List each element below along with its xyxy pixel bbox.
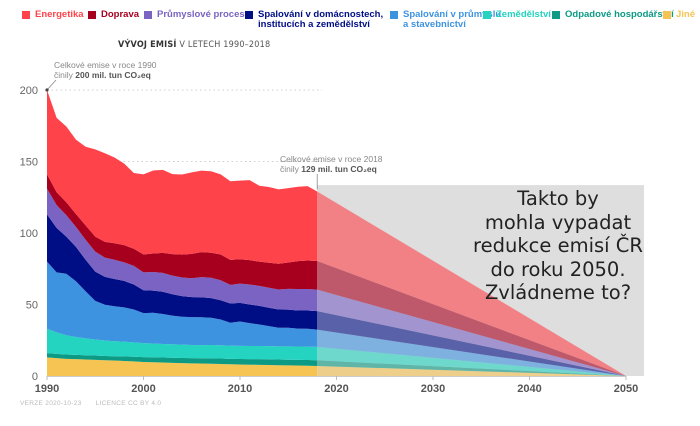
legend-swatch — [88, 11, 96, 19]
area-zemědělství — [47, 328, 318, 361]
legend-swatch — [483, 11, 491, 19]
x-tick-label-2040: 2040 — [517, 383, 541, 395]
x-tick-label-2050: 2050 — [614, 383, 638, 395]
area-průmyslové-procesy — [47, 188, 318, 312]
legend-item-zemedelstvi: Zemědělství — [483, 10, 551, 20]
legend-label: Doprava — [101, 9, 140, 20]
legend-item-energetika: Energetika — [22, 10, 84, 20]
legend-item-doprava: Doprava — [88, 10, 139, 20]
legend-label: Energetika — [35, 9, 84, 20]
version-label: VERZE 2020-10-23 — [20, 400, 82, 407]
legend-item-spalovani-prumysl: Spalování v průmyslu a stavebnictví — [390, 10, 501, 30]
annotation-lines — [45, 79, 322, 190]
projection-text-line: mohla vypadat — [484, 210, 632, 234]
area-odpadové-hospodářství — [47, 353, 318, 366]
y-tick-label-0: 0 — [32, 371, 38, 383]
area-energetika — [47, 90, 318, 264]
legend-item-prumyslove-procesy: Průmyslové procesy — [144, 10, 250, 20]
legend-swatch — [22, 11, 30, 19]
annotation-2018: Celkové emise v roce 2018 činily 129 mil… — [280, 154, 383, 174]
legend-label-line2: institucích a zemědělství — [258, 19, 370, 30]
footer: VERZE 2020-10-23 LICENCE CC BY 4.0 — [20, 400, 173, 407]
legend-label: Průmyslové procesy — [157, 9, 250, 20]
y-tick-label-100: 100 — [20, 228, 38, 240]
legend-swatch — [663, 11, 671, 19]
y-tick-label-150: 150 — [20, 157, 38, 169]
stacked-areas — [47, 90, 318, 376]
legend-item-odpadove-hospodarstvi: Odpadové hospodářství — [552, 10, 674, 20]
projection-area-energetika — [317, 191, 626, 376]
legend-item-jine: Jiné — [663, 10, 695, 20]
y-tick-label-50: 50 — [26, 300, 38, 312]
area-spalování-v-průmyslu-a-stavebnictví — [47, 261, 318, 347]
x-tick-label-1990: 1990 — [35, 383, 59, 395]
x-tick-label-2000: 2000 — [131, 383, 155, 395]
projection-text-line: Zvládneme to? — [484, 281, 632, 304]
legend-label-line1: Spalování v domácnostech, — [258, 9, 384, 20]
chart-title-main: VÝVOJ EMISÍ — [118, 40, 177, 50]
annotation-1990-line1: Celkové emise v roce 1990 — [54, 60, 157, 70]
legend-label: Odpadové hospodářství — [565, 9, 674, 20]
projection-text-line: do roku 2050. — [490, 257, 626, 281]
annotation-1990: Celkové emise v roce 1990 činily 200 mil… — [54, 60, 157, 80]
annotation-2018-prefix: činily — [280, 164, 299, 174]
legend-label: Zemědělství — [496, 9, 551, 20]
legend-label: Jiné — [676, 9, 696, 20]
area-doprava — [47, 174, 318, 290]
annotation-1990-leader — [46, 79, 57, 91]
x-tick-label-2020: 2020 — [324, 383, 348, 395]
annotation-1990-prefix: činily — [54, 70, 73, 80]
legend-swatch — [390, 11, 398, 19]
projection-area-odpadové-hospodářství — [317, 360, 626, 376]
axes: 1990 2000 2010 2020 2030 2040 2050 0 50 100 150 200 — [20, 85, 639, 395]
area-spalování-v-domácnostech-institucích-a-zemědělství — [47, 214, 318, 330]
x-tick-label-2030: 2030 — [421, 383, 445, 395]
area-jiné — [47, 357, 318, 376]
legend-label-line2: a stavebnictví — [403, 19, 466, 30]
annotation-1990-dot — [45, 88, 49, 92]
annotation-1990-value: 200 mil. tun CO₂eq — [75, 70, 151, 80]
legend-swatch — [552, 11, 560, 19]
legend-swatch — [144, 11, 152, 19]
chart-title: VÝVOJ EMISÍ V LETECH 1990–2018 — [118, 40, 270, 50]
projection-areas — [317, 191, 626, 376]
legend-item-spalovani-domacnosti: Spalování v domácnostech, institucích a z… — [245, 10, 383, 30]
license-label: LICENCE CC BY 4.0 — [95, 400, 162, 407]
projection-text-line: Takto by — [517, 187, 599, 210]
chart-legend: Energetika Doprava Průmyslové procesy Sp… — [22, 10, 700, 40]
annotation-2018-line1: Celkové emise v roce 2018 — [280, 154, 383, 164]
chart-subtitle: V LETECH 1990–2018 — [179, 40, 271, 50]
annotation-2018-value: 129 mil. tun CO₂eq — [301, 164, 377, 174]
projection-text: Takto by mohla vypadat redukce emisí ČR … — [470, 187, 646, 305]
x-tick-label-2010: 2010 — [228, 383, 252, 395]
projection-text-line: redukce emisí ČR — [473, 234, 643, 257]
legend-label-line1: Spalování v průmyslu — [403, 9, 502, 20]
legend-swatch — [245, 11, 253, 19]
projection-area-spalování-v-průmyslu-a-stavebnictví — [317, 329, 626, 376]
y-tick-label-200: 200 — [20, 85, 38, 97]
